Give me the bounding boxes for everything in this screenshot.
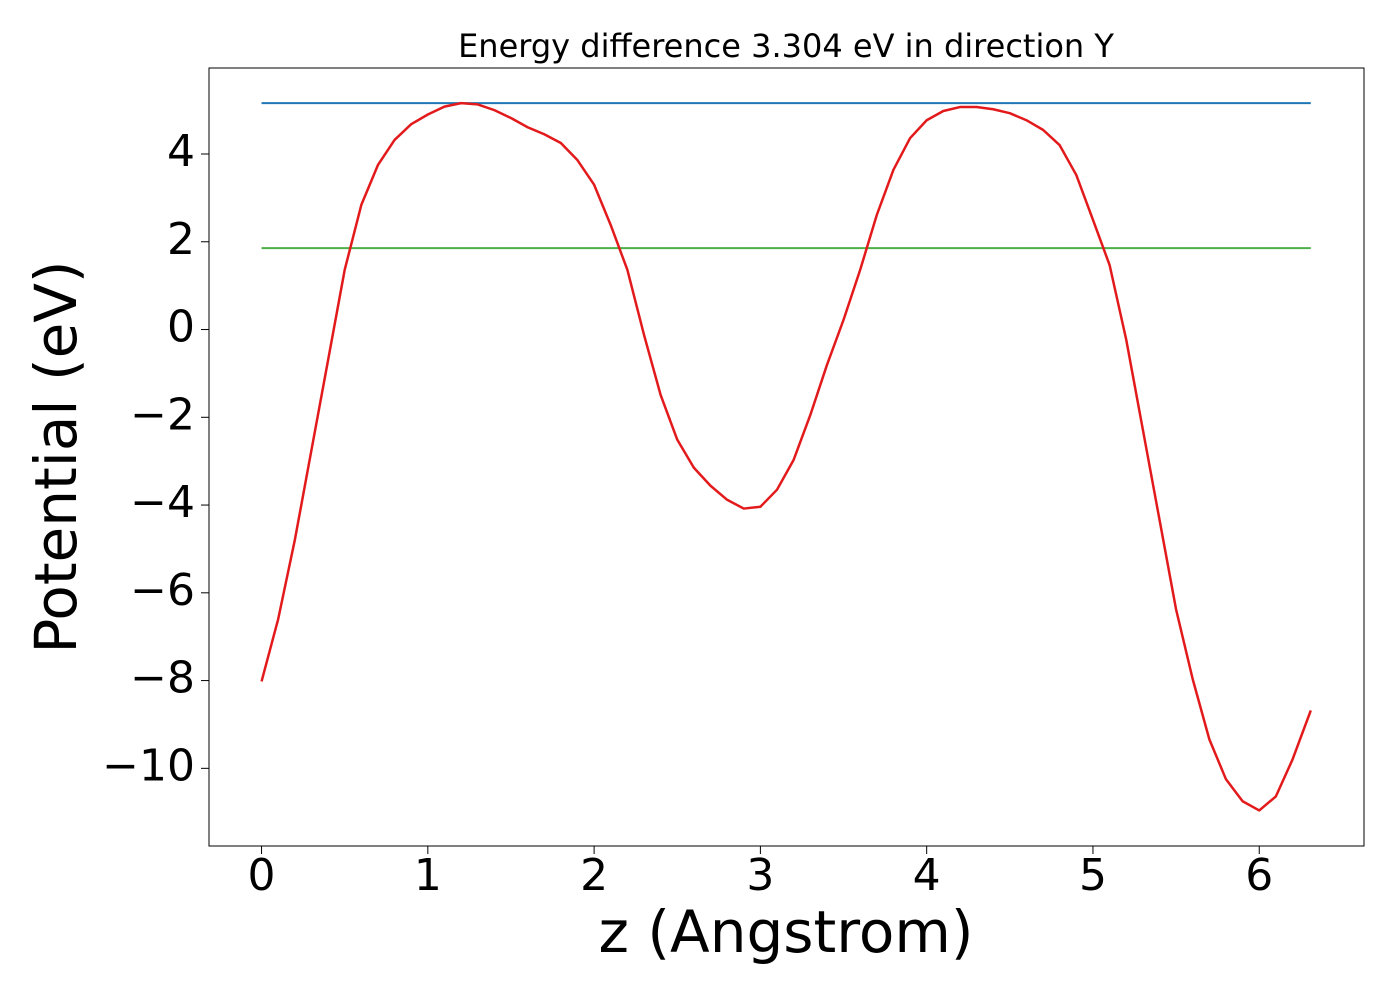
chart-title: Energy difference 3.304 eV in direction … — [458, 27, 1114, 65]
x-tick-label: 1 — [414, 850, 442, 901]
x-tick-label: 5 — [1079, 850, 1107, 901]
y-tick-label: −6 — [130, 565, 195, 616]
y-tick-label: −2 — [130, 389, 195, 440]
x-tick-label: 6 — [1245, 850, 1273, 901]
y-tick-label: −10 — [102, 740, 195, 791]
y-tick-label: 2 — [167, 214, 195, 265]
x-axis-label: z (Angstrom) — [599, 898, 974, 966]
y-tick-label: −8 — [130, 653, 195, 704]
x-tick-label: 2 — [580, 850, 608, 901]
x-tick-label: 4 — [913, 850, 941, 901]
x-tick-label: 3 — [746, 850, 774, 901]
y-tick-label: 4 — [167, 126, 195, 177]
data-line — [260, 101, 1312, 812]
y-axis-label: Potential (eV) — [22, 260, 90, 653]
y-tick-label: 0 — [167, 302, 195, 353]
x-tick-label: 0 — [248, 850, 276, 901]
y-tick-label: −4 — [130, 477, 195, 528]
plot-frame — [208, 67, 1365, 847]
